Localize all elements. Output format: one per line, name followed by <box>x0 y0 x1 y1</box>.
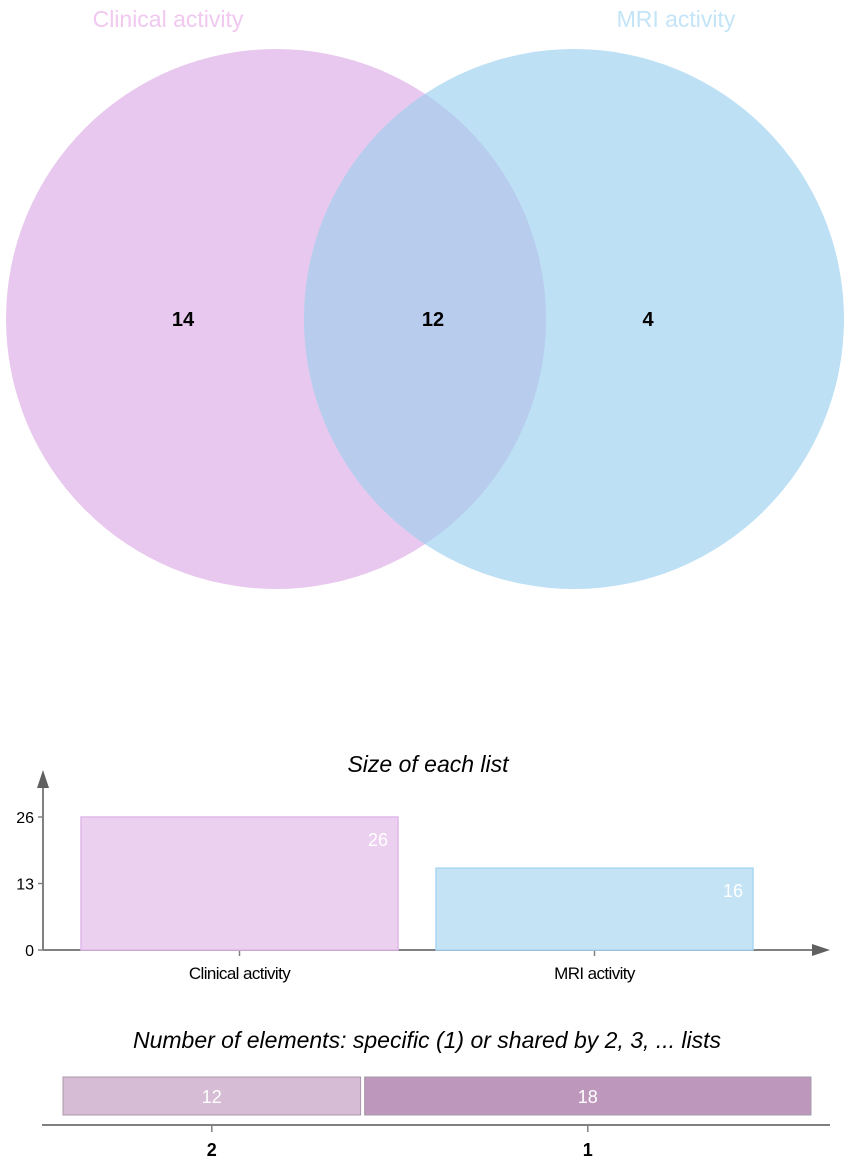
y-tick-label: 13 <box>16 877 34 894</box>
y-axis-arrow-icon <box>37 770 49 788</box>
bar-data-label: 26 <box>368 830 388 850</box>
bar-chart-bars: 26 16 <box>80 816 754 951</box>
segment-category-label: 2 <box>207 1140 217 1160</box>
bar <box>80 816 399 951</box>
y-tick-label: 26 <box>16 810 34 827</box>
venn-diagram: Clinical activity MRI activity 14 12 4 <box>6 6 844 589</box>
x-tick-label: Clinical activity <box>189 964 291 983</box>
bar-data-label: 16 <box>723 881 743 901</box>
x-tick-label: MRI activity <box>554 964 636 983</box>
stacked-segment <box>364 1076 812 1116</box>
segment-data-label: 18 <box>578 1087 598 1107</box>
list-size-bar-chart: Size of each list 0 13 26 Clinical activity… <box>16 751 830 983</box>
shared-elements-chart: Number of elements: specific (1) or shar… <box>42 1027 830 1160</box>
venn-region-value-shared: 12 <box>422 309 444 331</box>
segment-category-label: 1 <box>583 1140 593 1160</box>
bar-chart-title: Size of each list <box>347 751 510 777</box>
bar <box>435 867 754 951</box>
y-tick-label: 0 <box>25 943 34 960</box>
shared-chart-segments: 12 2 18 1 <box>42 1076 830 1160</box>
venn-set-label-clinical-activity: Clinical activity <box>93 6 244 32</box>
venn-region-value-clinical-only: 14 <box>172 309 195 331</box>
venn-intersection <box>304 93 546 545</box>
x-axis-arrow-icon <box>812 944 830 956</box>
shared-chart-title: Number of elements: specific (1) or shar… <box>133 1027 722 1053</box>
stacked-segment <box>62 1076 362 1116</box>
segment-data-label: 12 <box>202 1087 222 1107</box>
venn-region-value-mri-only: 4 <box>642 309 654 331</box>
venn-set-label-mri-activity: MRI activity <box>617 6 736 32</box>
